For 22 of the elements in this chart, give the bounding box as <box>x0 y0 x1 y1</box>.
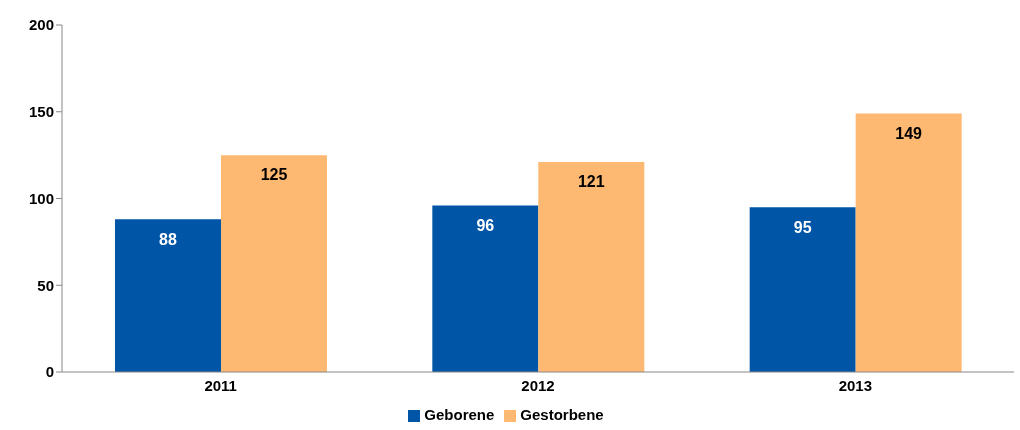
legend-label: Gestorbene <box>520 406 604 423</box>
data-label: 88 <box>159 230 177 248</box>
bar <box>432 205 539 372</box>
bar <box>220 155 327 372</box>
x-tick-label: 2012 <box>521 376 555 394</box>
y-tick-label: 50 <box>37 276 54 294</box>
x-tick-label: 2013 <box>838 376 873 394</box>
y-tick-label: 100 <box>28 189 54 207</box>
data-label: 121 <box>577 173 605 191</box>
y-tick-label: 150 <box>28 103 54 121</box>
data-label: 125 <box>260 166 288 184</box>
y-tick-label: 200 <box>28 16 54 34</box>
bar <box>538 162 645 372</box>
bar <box>749 207 856 372</box>
data-label: 95 <box>793 218 812 236</box>
data-label: 96 <box>476 216 495 234</box>
legend-label: Geborene <box>424 406 495 423</box>
bar <box>855 113 962 372</box>
x-tick-label: 2011 <box>204 376 237 394</box>
bar <box>114 219 221 372</box>
data-label: 149 <box>895 124 923 142</box>
y-tick-label: 0 <box>45 363 54 381</box>
